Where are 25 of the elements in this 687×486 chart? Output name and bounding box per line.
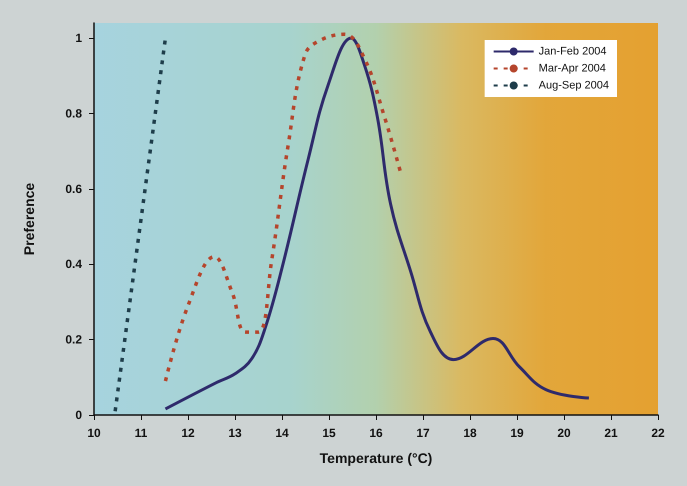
legend-label: Mar-Apr 2004 — [538, 62, 606, 74]
legend-label: Jan-Feb 2004 — [538, 46, 607, 58]
x-tick-label: 16 — [369, 426, 383, 440]
y-tick-label: 0.8 — [65, 106, 82, 120]
x-tick-label: 12 — [181, 426, 195, 440]
y-tick-label: 0.2 — [65, 332, 82, 347]
x-tick-label: 15 — [322, 426, 336, 440]
legend-label: Aug-Sep 2004 — [538, 80, 610, 92]
y-tick-label: 1 — [75, 31, 82, 46]
y-tick-label: 0.6 — [65, 182, 82, 196]
x-tick-label: 13 — [228, 426, 242, 440]
x-tick-label: 21 — [604, 426, 618, 440]
x-tick-label: 18 — [463, 426, 477, 440]
y-tick-label: 0.4 — [65, 257, 82, 272]
x-tick-label: 17 — [416, 426, 430, 440]
x-tick-label: 20 — [557, 426, 571, 440]
x-tick-label: 22 — [651, 426, 665, 440]
y-tick-label: 0 — [75, 408, 82, 422]
x-tick-label: 14 — [275, 426, 289, 440]
x-tick-label: 11 — [134, 426, 148, 440]
x-tick-label: 19 — [510, 426, 524, 440]
x-axis-title: Temperature (°C) — [320, 450, 432, 466]
line-series — [164, 32, 402, 383]
x-tick-label: 10 — [87, 426, 101, 440]
y-axis-title: Preference — [21, 182, 37, 256]
